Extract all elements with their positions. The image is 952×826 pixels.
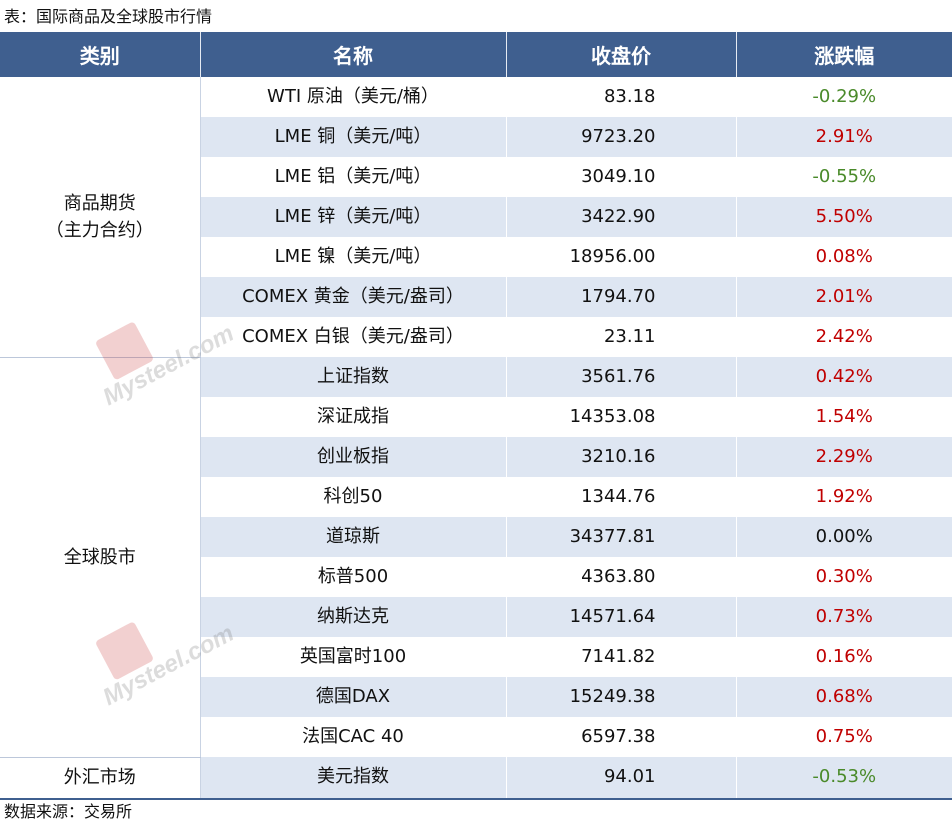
table-row: LME 锌（美元/吨） 3422.90 5.50% — [0, 197, 952, 237]
row-name: LME 锌（美元/吨） — [200, 197, 507, 237]
row-close: 1794.70 — [506, 277, 737, 317]
row-close: 15249.38 — [506, 677, 737, 717]
category-commodities: 商品期货 （主力合约） — [0, 77, 201, 358]
row-name: WTI 原油（美元/桶） — [200, 77, 507, 117]
table-row: LME 铜（美元/吨） 9723.20 2.91% — [0, 117, 952, 157]
row-name: LME 铝（美元/吨） — [200, 157, 507, 197]
row-name: 上证指数 — [200, 357, 507, 397]
row-change: 5.50% — [736, 197, 952, 237]
row-close: 7141.82 — [506, 637, 737, 677]
row-change: 0.30% — [815, 566, 873, 587]
row-name: 德国DAX — [200, 677, 507, 717]
source-note: 数据来源：交易所 — [4, 802, 133, 821]
row-change: 0.75% — [815, 726, 873, 747]
row-close: 14353.08 — [506, 397, 737, 437]
category-fx: 外汇市场 — [0, 756, 201, 800]
header-row: 类别 名称 收盘价 涨跌幅 — [0, 32, 952, 77]
row-close: 14571.64 — [506, 597, 737, 637]
header-close[interactable]: 收盘价 — [506, 32, 737, 77]
row-close: 4363.80 — [506, 557, 737, 597]
row-change: 1.54% — [815, 406, 873, 427]
row-change: 2.29% — [736, 437, 952, 477]
table-row: 标普500 4363.80 0.30% — [0, 557, 952, 597]
row-name: 标普500 — [200, 557, 507, 597]
row-close: 3049.10 — [506, 157, 737, 197]
row-name: 科创50 — [200, 477, 507, 517]
row-name: 深证成指 — [200, 397, 507, 437]
row-change: 2.91% — [736, 117, 952, 157]
table-row: 英国富时100 7141.82 0.16% — [0, 637, 952, 677]
table-row: COMEX 黄金（美元/盎司） 1794.70 2.01% — [0, 277, 952, 317]
row-change: 2.01% — [736, 277, 952, 317]
table-row: 法国CAC 40 6597.38 0.75% — [0, 717, 952, 757]
row-name: 创业板指 — [200, 437, 507, 477]
row-change: 2.42% — [815, 326, 873, 347]
table-row: 德国DAX 15249.38 0.68% — [0, 677, 952, 717]
row-name: 美元指数 — [200, 757, 507, 800]
row-name: 法国CAC 40 — [200, 717, 507, 757]
table-row: LME 镍（美元/吨） 18956.00 0.08% — [0, 237, 952, 277]
table-row: 道琼斯 34377.81 0.00% — [0, 517, 952, 557]
table-row: 商品期货 （主力合约） WTI 原油（美元/桶） 83.18 -0.29% — [0, 77, 952, 358]
table-row: 深证成指 14353.08 1.54% — [0, 397, 952, 437]
row-close: 9723.20 — [506, 117, 737, 157]
row-close: 83.18 — [506, 77, 737, 117]
category-commodities-label: 商品期货 — [63, 192, 136, 214]
row-close: 3210.16 — [506, 437, 737, 477]
row-close: 6597.38 — [506, 717, 737, 757]
table-row: 纳斯达克 14571.64 0.73% — [0, 597, 952, 637]
table-row: 科创50 1344.76 1.92% — [0, 477, 952, 517]
row-change: 0.00% — [736, 517, 952, 557]
table-row: LME 铝（美元/吨） 3049.10 -0.55% — [0, 157, 952, 197]
table-row: 全球股市 上证指数 3561.76 0.42% — [0, 357, 952, 758]
row-change: 0.08% — [815, 246, 873, 267]
row-change: 0.42% — [736, 357, 952, 397]
table-caption: 表：国际商品及全球股市行情 — [4, 7, 213, 26]
header-category[interactable]: 类别 — [0, 32, 201, 77]
row-name: LME 铜（美元/吨） — [200, 117, 507, 157]
row-change: 0.73% — [736, 597, 952, 637]
row-name: COMEX 白银（美元/盎司） — [200, 317, 507, 357]
row-close: 3422.90 — [506, 197, 737, 237]
row-close: 1344.76 — [506, 477, 737, 517]
table-row: COMEX 白银（美元/盎司） 23.11 2.42% — [0, 317, 952, 357]
row-name: 英国富时100 — [200, 637, 507, 677]
row-name: 纳斯达克 — [200, 597, 507, 637]
category-equities: 全球股市 — [0, 357, 201, 758]
row-close: 94.01 — [506, 757, 737, 800]
row-name: 道琼斯 — [200, 517, 507, 557]
market-table: 类别 名称 收盘价 涨跌幅 商品期货 （主力合约） WTI 原油（美元/桶） 8… — [0, 32, 952, 800]
header-change[interactable]: 涨跌幅 — [736, 32, 952, 77]
header-name[interactable]: 名称 — [200, 32, 507, 77]
table-row: 创业板指 3210.16 2.29% — [0, 437, 952, 477]
row-change: 0.16% — [815, 646, 873, 667]
row-change: 0.68% — [736, 677, 952, 717]
row-close: 34377.81 — [506, 517, 737, 557]
category-commodities-sublabel: （主力合约） — [45, 219, 154, 241]
row-close: 3561.76 — [506, 357, 737, 397]
row-change: -0.55% — [812, 166, 877, 187]
row-name: COMEX 黄金（美元/盎司） — [200, 277, 507, 317]
row-change: -0.29% — [812, 86, 877, 107]
row-close: 23.11 — [506, 317, 737, 357]
row-change: 1.92% — [815, 486, 873, 507]
row-change: -0.53% — [736, 757, 952, 800]
table-row: 外汇市场 美元指数 94.01 -0.53% — [0, 756, 952, 800]
row-name: LME 镍（美元/吨） — [200, 237, 507, 277]
row-close: 18956.00 — [506, 237, 737, 277]
